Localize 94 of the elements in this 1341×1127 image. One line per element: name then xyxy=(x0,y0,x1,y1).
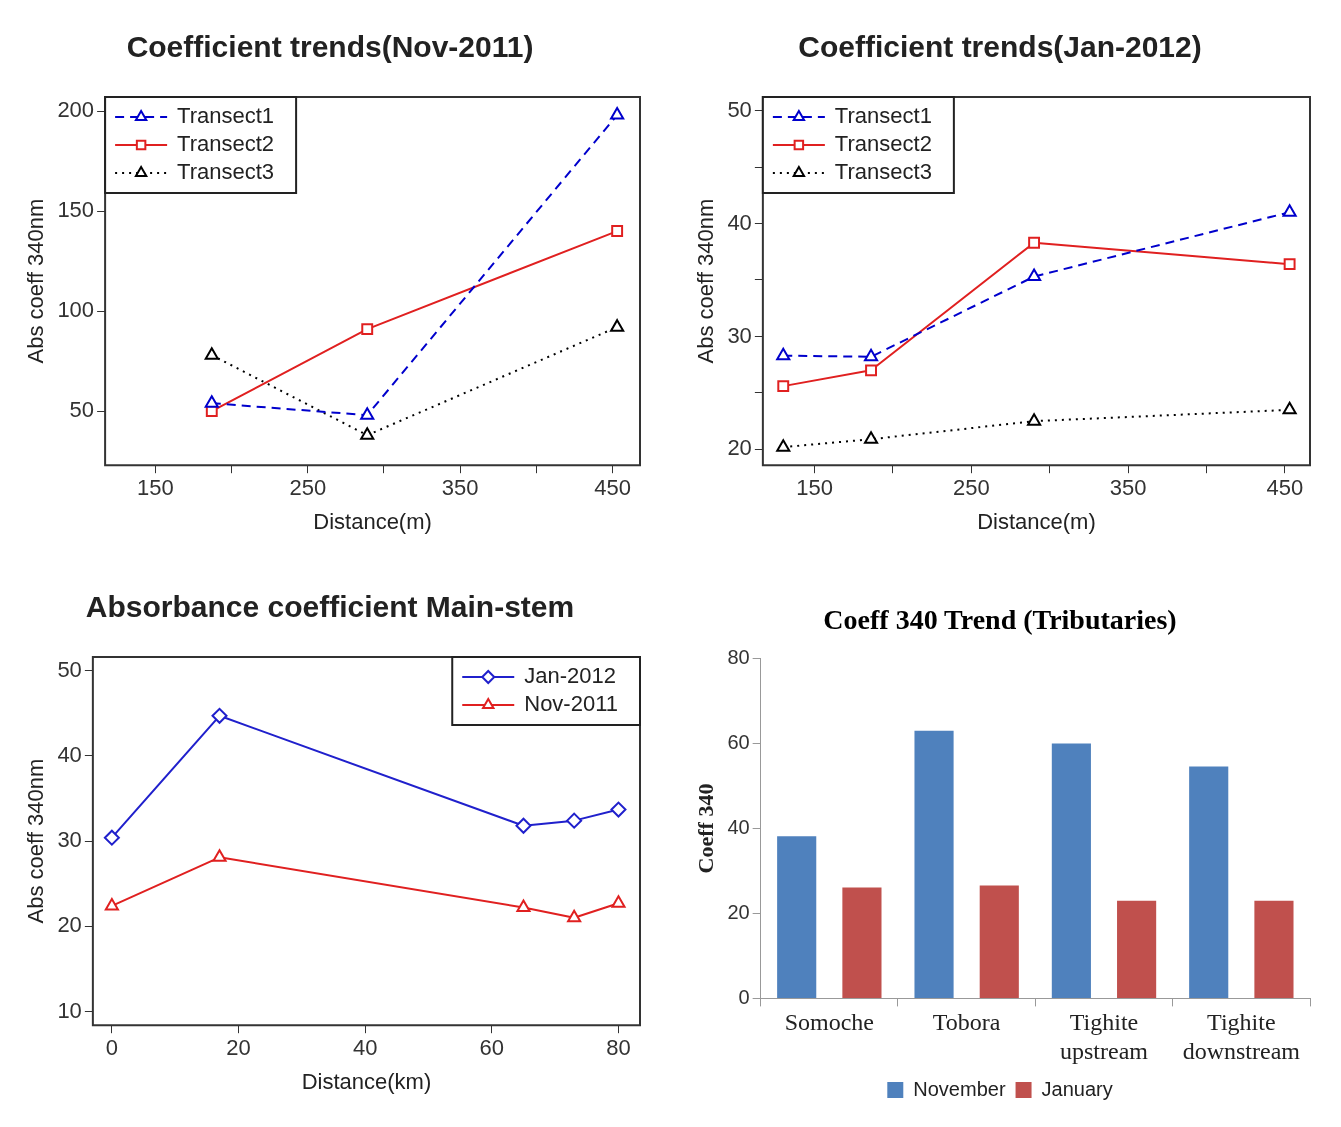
x-tick-label: 0 xyxy=(105,1035,118,1061)
point xyxy=(360,427,375,440)
y-tick-label: 60 xyxy=(727,731,750,754)
x-tick-label: 350 xyxy=(1109,475,1147,501)
legend-label: Nov-2011 xyxy=(524,691,619,717)
x-tick-label: 150 xyxy=(796,475,833,501)
bar xyxy=(979,885,1019,998)
point xyxy=(361,323,374,336)
chart-title: Coefficient trends(Nov-2011) xyxy=(126,30,534,64)
x-tick-label: 80 xyxy=(606,1035,631,1061)
y-axis-title: Abs coeff 340nm xyxy=(23,758,49,924)
point xyxy=(611,225,624,238)
y-tick-label: 50 xyxy=(57,656,82,682)
y-tick-label: 50 xyxy=(69,397,95,423)
y-tick-label: 40 xyxy=(727,816,750,839)
point xyxy=(1028,236,1041,249)
point xyxy=(610,801,627,818)
point xyxy=(611,895,626,908)
x-tick-label: Tighite downstream xyxy=(1182,1009,1301,1064)
y-tick-label: 20 xyxy=(727,435,752,461)
y-tick-label: 80 xyxy=(727,646,750,669)
point xyxy=(1282,204,1297,217)
x-tick-label: 150 xyxy=(137,475,174,501)
y-axis-title: Coeff 340 xyxy=(692,783,718,874)
bar xyxy=(842,887,882,998)
point xyxy=(567,909,582,923)
bar xyxy=(1051,743,1091,998)
x-tick-label: 450 xyxy=(594,475,631,501)
point xyxy=(610,107,625,120)
x-tick-label: 60 xyxy=(479,1035,505,1061)
bar xyxy=(1117,900,1157,998)
point xyxy=(204,395,219,408)
y-tick-label: 0 xyxy=(738,985,750,1008)
legend-label: Transect2 xyxy=(177,131,275,157)
point xyxy=(776,347,791,361)
bar xyxy=(914,730,954,998)
x-axis-title: Distance(m) xyxy=(977,508,1096,534)
y-tick-label: 100 xyxy=(57,297,95,323)
chart-title: Coefficient trends(Jan-2012) xyxy=(798,30,1202,64)
x-tick-label: 350 xyxy=(441,475,479,501)
point xyxy=(1283,258,1296,271)
y-tick-label: 40 xyxy=(57,741,82,767)
y-axis-title: Abs coeff 340nm xyxy=(693,198,719,364)
x-tick-label: 250 xyxy=(289,475,327,501)
x-tick-label: 450 xyxy=(1266,475,1304,501)
point xyxy=(360,407,375,420)
x-tick-label: 250 xyxy=(953,475,990,501)
point xyxy=(610,319,625,332)
point xyxy=(516,899,531,913)
point xyxy=(566,812,583,829)
y-axis-title: Abs coeff 340nm xyxy=(23,198,49,364)
y-tick-label: 20 xyxy=(57,912,82,938)
x-tick-label: 40 xyxy=(352,1035,378,1061)
y-tick-label: 150 xyxy=(57,197,95,223)
point xyxy=(1282,401,1297,415)
point xyxy=(1027,413,1042,426)
point xyxy=(104,897,119,911)
x-tick-label: 20 xyxy=(226,1035,251,1061)
x-axis-title: Distance(m) xyxy=(313,508,432,534)
y-tick-label: 200 xyxy=(57,97,95,123)
point xyxy=(1027,268,1042,282)
legend-label: Jan-2012 xyxy=(524,663,616,689)
y-tick-label: 40 xyxy=(727,209,752,235)
y-tick-label: 20 xyxy=(727,900,750,923)
y-tick-label: 50 xyxy=(727,96,752,122)
x-tick-label: Somoche xyxy=(784,1009,874,1036)
y-tick-label: 30 xyxy=(57,827,82,853)
point xyxy=(865,364,877,377)
x-tick-label: Tobora xyxy=(932,1009,1001,1036)
bar xyxy=(777,836,817,998)
x-tick-label: Tighite upstream xyxy=(1060,1009,1149,1064)
bar xyxy=(1189,766,1229,998)
legend-label: Transect2 xyxy=(834,131,932,157)
point xyxy=(204,347,219,360)
legend-label: Transect1 xyxy=(177,103,275,129)
point xyxy=(212,849,227,862)
point xyxy=(863,431,879,444)
x-axis-title: Distance(km) xyxy=(301,1068,432,1094)
y-tick-label: 30 xyxy=(727,322,752,348)
bar xyxy=(1254,900,1294,998)
chart-title: Absorbance coefficient Main-stem xyxy=(85,590,575,624)
point xyxy=(777,380,790,393)
chart-title: Coeff 340 Trend (Tributaries) xyxy=(823,604,1177,636)
legend-label: November xyxy=(913,1077,1006,1100)
point xyxy=(863,348,879,362)
point xyxy=(515,817,532,834)
y-tick-label: 10 xyxy=(57,997,82,1023)
legend-label: Transect3 xyxy=(834,159,932,185)
point xyxy=(103,829,120,846)
point xyxy=(211,707,228,724)
legend-label: Transect3 xyxy=(177,159,275,185)
legend-label: January xyxy=(1041,1077,1113,1100)
point xyxy=(776,439,791,452)
legend-label: Transect1 xyxy=(834,103,932,129)
